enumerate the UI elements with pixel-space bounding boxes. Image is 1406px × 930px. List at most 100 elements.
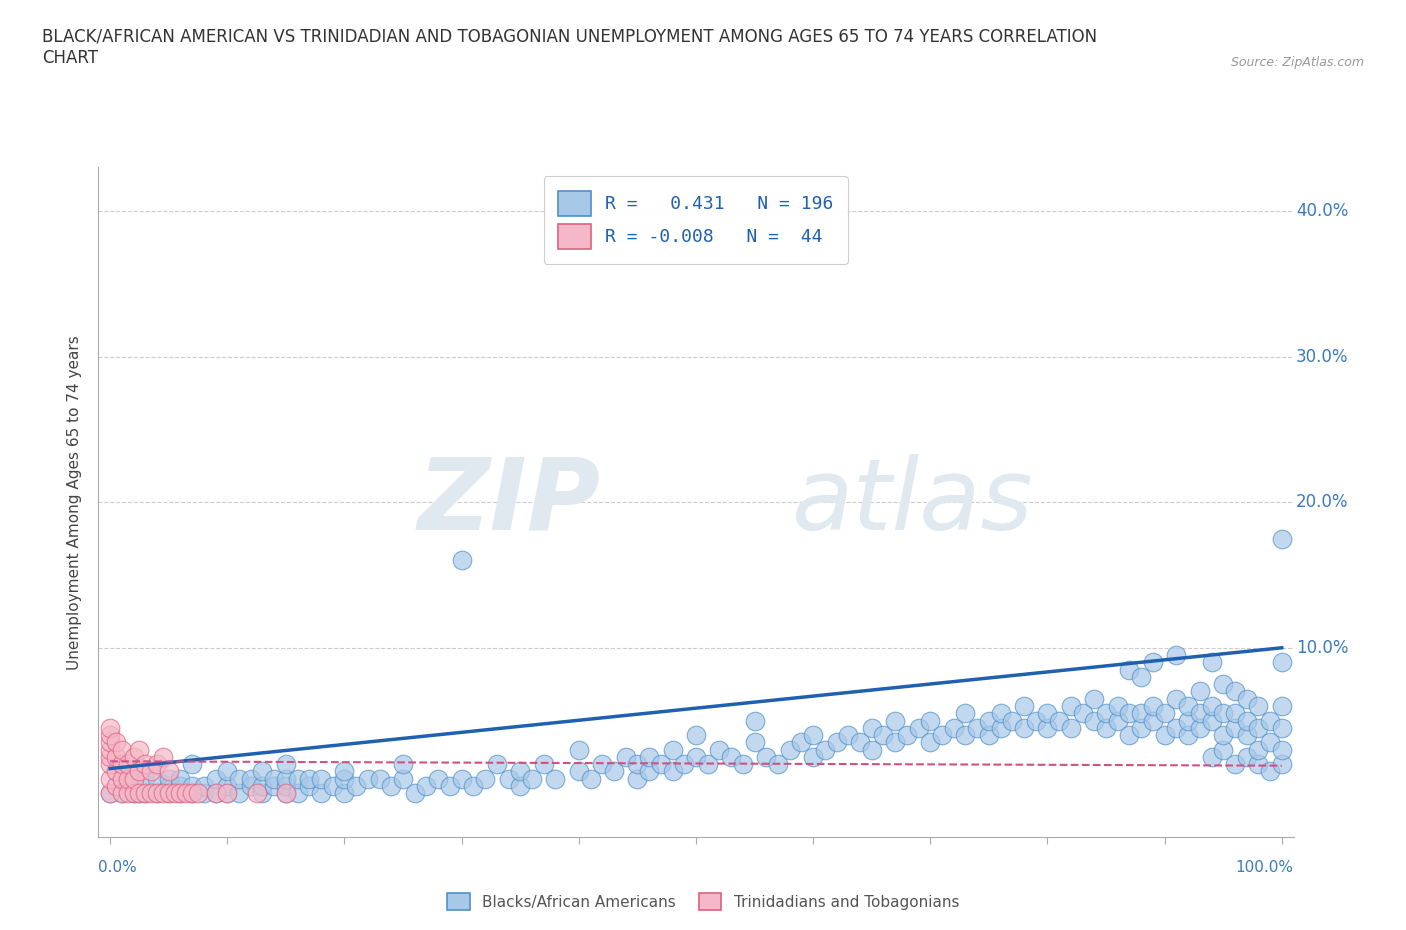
Point [174, 786, 197, 801]
Point [252, 764, 274, 779]
Point [439, 778, 461, 793]
Point [696, 757, 718, 772]
Point [1107, 698, 1129, 713]
Point [1177, 698, 1199, 713]
Point [157, 771, 180, 786]
Point [1025, 713, 1047, 728]
Point [105, 778, 128, 793]
Point [860, 742, 883, 757]
Point [274, 757, 297, 772]
Point [860, 721, 883, 736]
Point [122, 786, 145, 801]
Point [193, 786, 215, 801]
Point [217, 786, 239, 801]
Point [1201, 713, 1223, 728]
Point [98, 786, 121, 801]
Point [263, 778, 285, 793]
Point [661, 742, 683, 757]
Point [239, 778, 262, 793]
Point [134, 786, 156, 801]
Point [1212, 742, 1234, 757]
Point [884, 735, 907, 750]
Point [1188, 706, 1211, 721]
Point [1258, 713, 1281, 728]
Point [1060, 721, 1083, 736]
Point [146, 786, 169, 801]
Point [287, 786, 309, 801]
Point [117, 786, 139, 801]
Point [239, 771, 262, 786]
Point [98, 727, 121, 742]
Point [309, 771, 332, 786]
Point [1130, 721, 1153, 736]
Point [157, 778, 180, 793]
Point [1095, 706, 1118, 721]
Point [990, 721, 1012, 736]
Point [217, 786, 239, 801]
Point [896, 727, 918, 742]
Point [344, 778, 367, 793]
Point [111, 771, 134, 786]
Point [117, 771, 139, 786]
Point [650, 757, 672, 772]
Text: atlas: atlas [792, 454, 1033, 551]
Text: 40.0%: 40.0% [1296, 202, 1348, 220]
Legend: R =   0.431   N = 196, R = -0.008   N =  44: R = 0.431 N = 196, R = -0.008 N = 44 [544, 177, 848, 263]
Point [1047, 713, 1070, 728]
Point [1083, 691, 1105, 706]
Point [720, 750, 742, 764]
Point [228, 771, 250, 786]
Point [392, 757, 415, 772]
Point [920, 735, 942, 750]
Point [187, 786, 209, 801]
Point [274, 786, 297, 801]
Point [1142, 713, 1164, 728]
Point [920, 713, 942, 728]
Point [661, 764, 683, 779]
Point [568, 764, 591, 779]
Point [333, 786, 356, 801]
Point [1223, 706, 1246, 721]
Point [181, 778, 204, 793]
Point [498, 771, 520, 786]
Point [884, 713, 907, 728]
Point [779, 742, 801, 757]
Text: 30.0%: 30.0% [1296, 348, 1348, 365]
Point [579, 771, 602, 786]
Point [105, 764, 128, 779]
Point [181, 757, 204, 772]
Point [744, 713, 766, 728]
Point [509, 778, 531, 793]
Point [415, 778, 437, 793]
Point [977, 727, 1000, 742]
Point [298, 771, 321, 786]
Point [181, 786, 204, 801]
Point [252, 778, 274, 793]
Point [614, 750, 637, 764]
Point [274, 771, 297, 786]
Point [368, 771, 391, 786]
Point [117, 757, 139, 772]
Point [146, 757, 169, 772]
Point [1118, 727, 1140, 742]
Text: 10.0%: 10.0% [1296, 639, 1348, 657]
Point [169, 778, 191, 793]
Point [1247, 742, 1270, 757]
Point [98, 757, 121, 772]
Point [1130, 706, 1153, 721]
Point [1153, 727, 1175, 742]
Point [1118, 662, 1140, 677]
Point [169, 786, 191, 801]
Point [392, 771, 415, 786]
Point [450, 553, 472, 568]
Point [333, 771, 356, 786]
Point [152, 786, 174, 801]
Point [1130, 670, 1153, 684]
Point [1258, 735, 1281, 750]
Point [146, 771, 169, 786]
Point [287, 771, 309, 786]
Point [357, 771, 380, 786]
Point [217, 778, 239, 793]
Point [568, 742, 591, 757]
Point [825, 735, 848, 750]
